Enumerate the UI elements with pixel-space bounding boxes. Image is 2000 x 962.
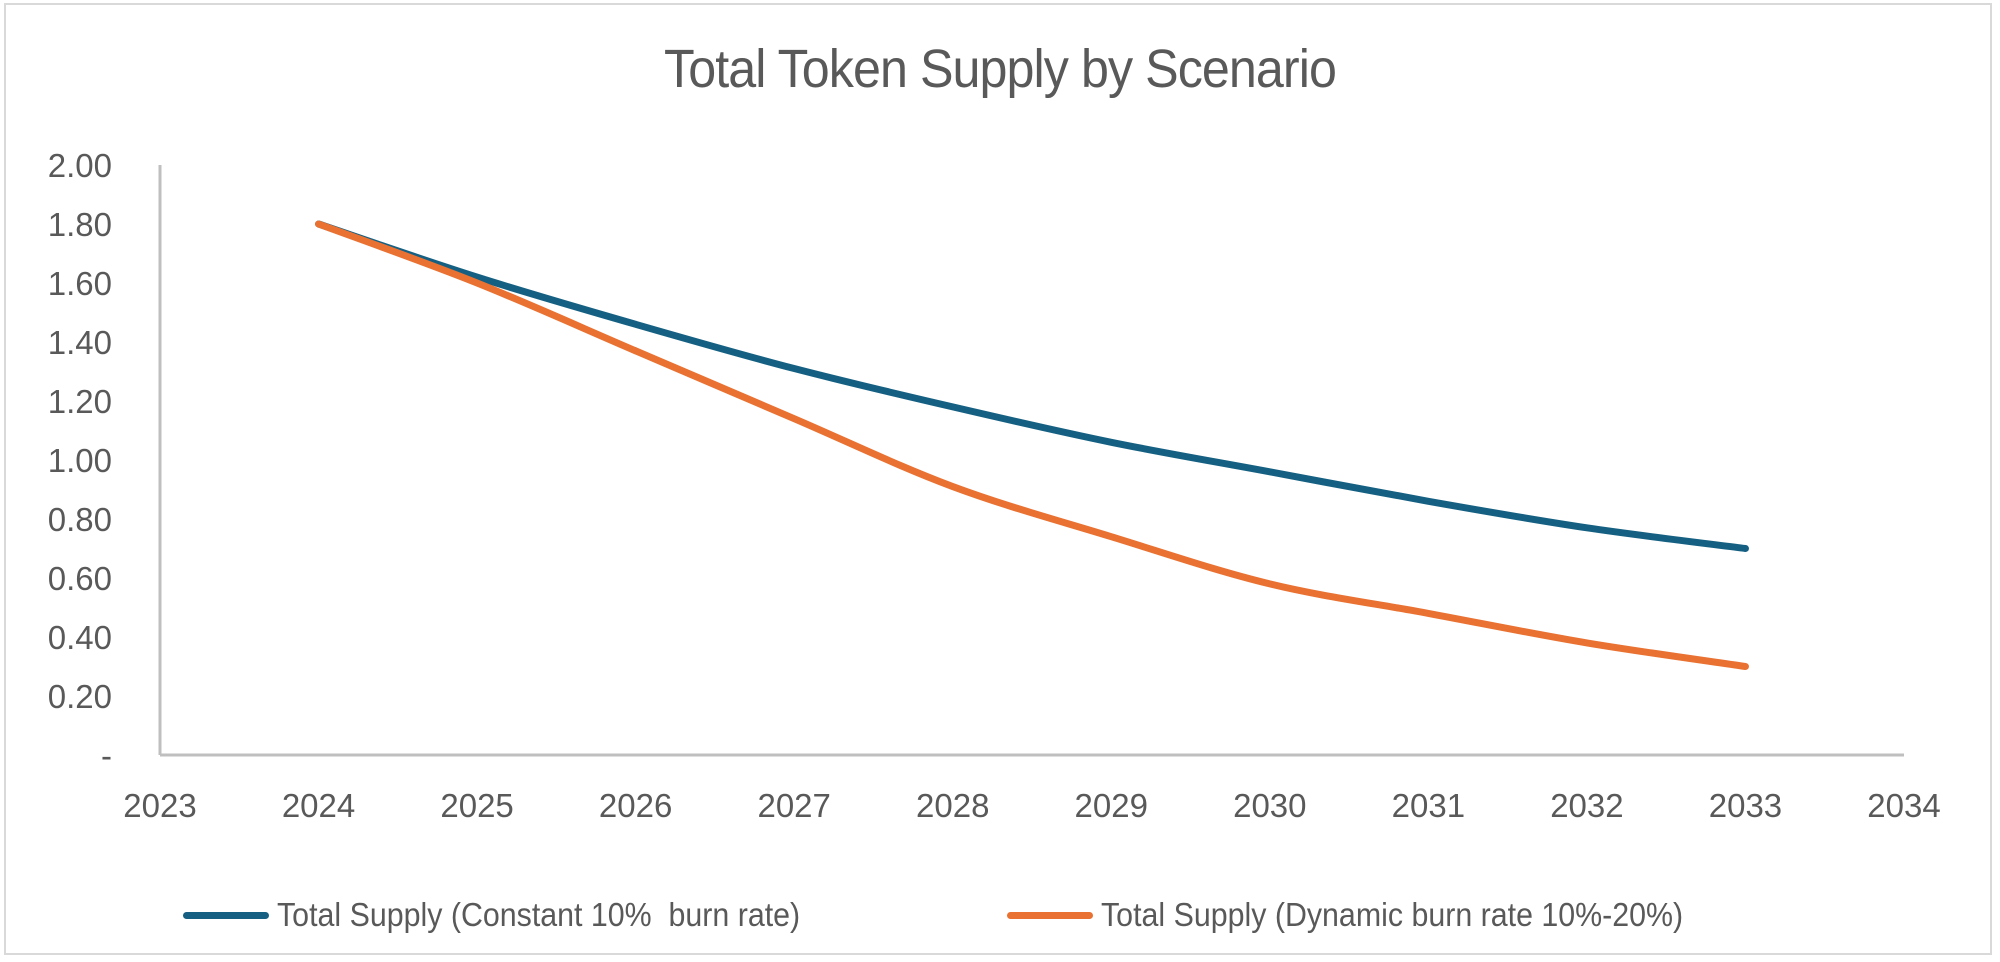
series-line-dynamic [315,220,1749,670]
x-tick-label: 2032 [1550,787,1623,824]
y-axis-ticks: - 0.20 0.40 0.60 0.80 1.00 1.20 1.40 1.60 1.80 2.0… [48,147,112,774]
y-tick-label: 2.00 [48,147,112,184]
legend-label-dynamic: Total Supply (Dynamic burn rate 10%-20%) [1101,896,1684,933]
x-tick-label: 2026 [599,787,672,824]
x-tick-label: 2029 [1075,787,1148,824]
legend-item-dynamic[interactable]: Total Supply (Dynamic burn rate 10%-20%) [1007,880,1734,950]
y-tick-label: 0.60 [48,560,112,597]
x-tick-label: 2033 [1709,787,1782,824]
x-tick-label: 2034 [1867,787,1940,824]
legend-item-constant[interactable]: Total Supply (Constant 10% burn rate) [183,880,846,950]
y-tick-label: 1.20 [48,383,112,420]
chart-title: Total Token Supply by Scenario [664,39,1337,99]
y-tick-label: 0.20 [48,678,112,715]
y-tick-label: 1.60 [48,265,112,302]
y-tick-label: - [101,737,112,774]
x-tick-label: 2024 [282,787,355,824]
series-lines [315,220,1749,670]
x-axis-ticks: 2023 2024 2025 2026 2027 2028 2029 2030 2031 2032… [123,787,1940,824]
x-tick-label: 2027 [757,787,830,824]
x-tick-label: 2031 [1392,787,1465,824]
series-line-constant [315,220,1749,552]
chart-frame [4,3,1992,955]
y-tick-label: 1.00 [48,442,112,479]
x-tick-label: 2028 [916,787,989,824]
x-tick-label: 2030 [1233,787,1306,824]
legend-swatch-constant [183,911,269,919]
legend: Total Supply (Constant 10% burn rate) To… [0,880,2000,950]
y-tick-label: 0.80 [48,501,112,538]
x-tick-label: 2023 [123,787,196,824]
y-tick-label: 1.80 [48,206,112,243]
legend-label-constant: Total Supply (Constant 10% burn rate) [277,896,801,933]
axes [158,165,1904,757]
y-tick-label: 0.40 [48,619,112,656]
legend-swatch-dynamic [1007,911,1093,919]
x-tick-label: 2025 [440,787,513,824]
y-tick-label: 1.40 [48,324,112,361]
